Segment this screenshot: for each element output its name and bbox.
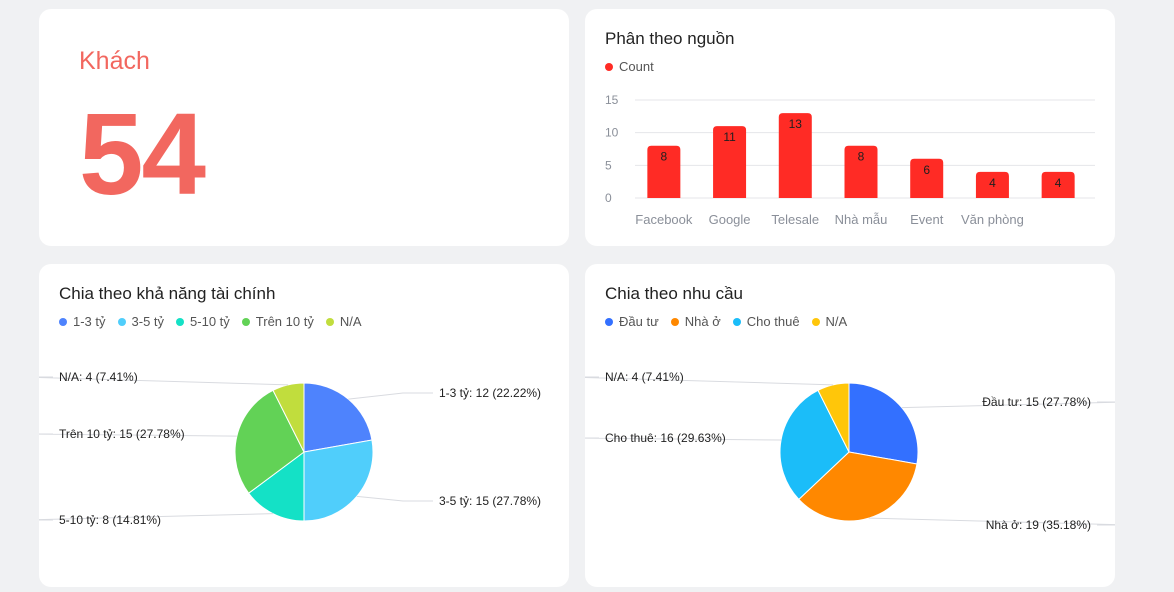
- x-tick-label: Telesale: [771, 212, 819, 227]
- legend-label: N/A: [339, 314, 362, 329]
- pie-chart-card-nhucau: Chia theo nhu cầu Đầu tư Nhà ở Cho thuê N/A…: [585, 264, 1115, 587]
- legend-dot-icon: [605, 62, 613, 71]
- pie-slice[interactable]: [303, 439, 374, 522]
- x-tick-label: Nhà mẫu: [835, 212, 888, 227]
- pie-chart-title-taichinh: Chia theo khả năng tài chính: [59, 284, 276, 303]
- bar-chart-title: Phân theo nguồn: [605, 29, 735, 48]
- kpi-value: 54: [79, 89, 206, 219]
- bar[interactable]: [647, 145, 681, 198]
- pie-slice[interactable]: [848, 382, 919, 465]
- legend-dot-icon: [59, 317, 67, 326]
- bar-value-label: 11: [723, 130, 736, 144]
- legend-item[interactable]: 3-5 tỷ: [117, 314, 165, 329]
- legend-label: Trên 10 tỷ: [255, 314, 314, 329]
- legend-item[interactable]: 5-10 tỷ: [176, 314, 230, 329]
- bar[interactable]: [844, 145, 878, 198]
- pie-chart-legend-taichinh: 1-3 tỷ 3-5 tỷ 5-10 tỷ Trên 10 tỷ N/A: [59, 314, 362, 329]
- bar[interactable]: [910, 158, 944, 198]
- pie-chart-title-nhucau: Chia theo nhu cầu: [605, 284, 743, 303]
- y-tick-label: 5: [605, 158, 612, 172]
- x-tick-label: Google: [709, 212, 751, 227]
- legend-dot-icon: [605, 317, 613, 326]
- legend-item[interactable]: N/A: [325, 314, 362, 329]
- legend-item[interactable]: N/A: [811, 314, 848, 329]
- pie-slice-label: 1-3 tỷ: 12 (22.22%): [439, 386, 541, 400]
- legend-dot-icon: [670, 317, 679, 326]
- pie-slice-label: N/A: 4 (7.41%): [59, 370, 138, 384]
- kpi-card-khach: Khách 54: [39, 9, 569, 246]
- pie-slice-label: 3-5 tỷ: 15 (27.78%): [439, 494, 541, 508]
- pie-leader-line: [39, 376, 289, 386]
- y-tick-label: 0: [605, 191, 612, 205]
- legend-dot-icon: [732, 317, 741, 326]
- y-tick-label: 10: [605, 126, 619, 140]
- bar-chart-card-nguon: Phân theo nguồn Count 0 5 10 15 8 Facebook 11 G…: [585, 9, 1115, 246]
- pie-slice[interactable]: [817, 382, 850, 453]
- pie-slice-label: 5-10 tỷ: 8 (14.81%): [59, 513, 161, 527]
- bar-value-label: 8: [661, 150, 668, 164]
- pie-leader-line: [39, 433, 237, 437]
- bar[interactable]: [778, 113, 812, 198]
- x-tick-label: Văn phòng: [961, 212, 1024, 227]
- bar[interactable]: [975, 171, 1009, 198]
- pie-slice[interactable]: [779, 389, 850, 501]
- pie-slice[interactable]: [234, 389, 305, 494]
- bar-chart-legend: Count: [605, 59, 654, 74]
- legend-label: Count: [619, 59, 654, 74]
- pie-leader-line: [585, 437, 782, 441]
- legend-dot-icon: [241, 317, 250, 326]
- legend-item[interactable]: Trên 10 tỷ: [241, 314, 314, 329]
- pie-leader-line: [868, 517, 1115, 526]
- pie-leader-line: [356, 495, 433, 502]
- legend-label: N/A: [825, 314, 848, 329]
- bar-value-label: 4: [1055, 176, 1062, 190]
- kpi-label: Khách: [79, 47, 150, 75]
- bar-value-label: 13: [789, 117, 803, 131]
- pie-leader-line: [348, 392, 433, 400]
- legend-item[interactable]: Đầu tư: [605, 314, 659, 329]
- legend-item[interactable]: Nhà ở: [670, 314, 721, 329]
- pie-leader-line: [39, 513, 274, 521]
- legend-dot-icon: [811, 317, 820, 326]
- legend-dot-icon: [176, 317, 185, 326]
- bar[interactable]: [713, 126, 747, 198]
- legend-dot-icon: [325, 317, 334, 326]
- pie-slice-label: Trên 10 tỷ: 15 (27.78%): [59, 427, 185, 441]
- bar-value-label: 6: [923, 163, 930, 177]
- legend-item[interactable]: Cho thuê: [732, 314, 800, 329]
- pie-slice[interactable]: [272, 382, 305, 453]
- pie-chart-card-taichinh: Chia theo khả năng tài chính 1-3 tỷ 3-5 t…: [39, 264, 569, 587]
- pie-slice-label: Nhà ở: 19 (35.18%): [986, 518, 1091, 532]
- legend-label: Đầu tư: [619, 314, 659, 329]
- pie-slice[interactable]: [798, 451, 918, 522]
- legend-label: 3-5 tỷ: [131, 314, 165, 329]
- pie-slice-label: Cho thuê: 16 (29.63%): [605, 431, 726, 445]
- legend-label: Nhà ở: [684, 314, 721, 329]
- pie-leader-line: [901, 401, 1115, 409]
- legend-label: 1-3 tỷ: [73, 314, 106, 329]
- legend-label: Cho thuê: [746, 314, 800, 329]
- legend-dot-icon: [117, 317, 126, 326]
- pie-chart-legend-nhucau: Đầu tư Nhà ở Cho thuê N/A: [605, 314, 847, 329]
- legend-item[interactable]: 1-3 tỷ: [59, 314, 106, 329]
- pie-chart-plot-taichinh: 1-3 tỷ: 12 (22.22%) 3-5 tỷ: 15 (27.78%) 5-…: [39, 370, 541, 527]
- y-tick-label: 15: [605, 93, 619, 107]
- pie-leader-line: [585, 376, 834, 386]
- pie-slice[interactable]: [247, 451, 305, 522]
- pie-chart-plot-nhucau: Đầu tư: 15 (27.78%) Nhà ở: 19 (35.18%) Cho…: [585, 370, 1115, 532]
- bar[interactable]: [1041, 171, 1075, 198]
- pie-slice-label: N/A: 4 (7.41%): [605, 370, 684, 384]
- bar-value-label: 8: [858, 150, 865, 164]
- legend-item-count[interactable]: Count: [605, 59, 654, 74]
- legend-label: 5-10 tỷ: [190, 314, 230, 329]
- bar-chart-plot: 0 5 10 15 8 Facebook 11 Google 13 Telesale 8 Nhà mẫ…: [605, 93, 1095, 227]
- bar-value-label: 4: [989, 176, 996, 190]
- pie-slice-label: Đầu tư: 15 (27.78%): [982, 395, 1091, 409]
- x-tick-label: Facebook: [635, 212, 693, 227]
- x-tick-label: Event: [910, 212, 944, 227]
